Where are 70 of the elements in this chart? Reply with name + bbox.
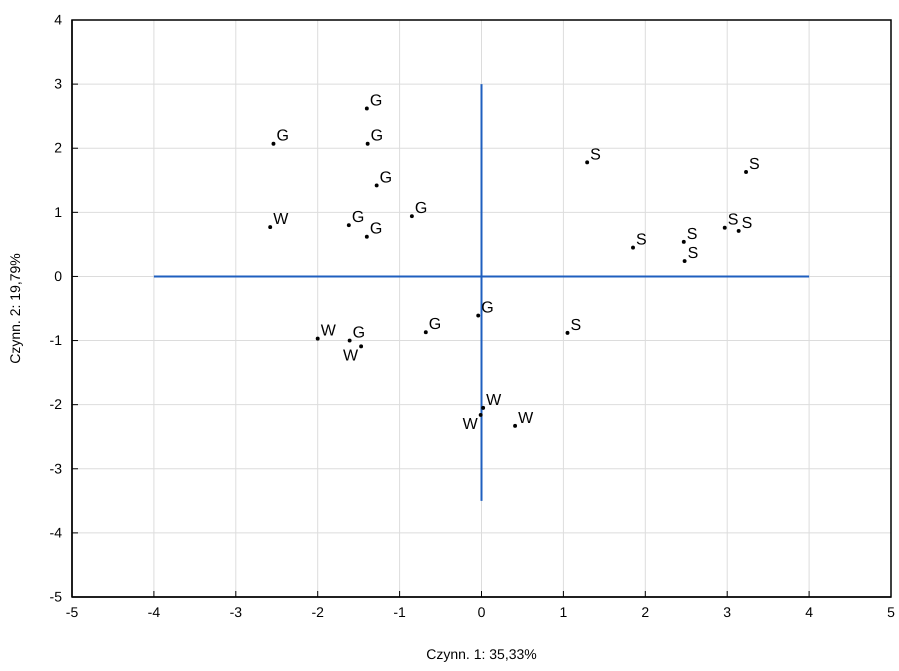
point	[316, 336, 320, 341]
text: G	[414, 200, 428, 218]
x-axis-title: Czynn. 1: 35,33%	[426, 646, 537, 662]
point	[366, 142, 370, 146]
point	[364, 234, 369, 239]
text: G	[428, 316, 442, 334]
x-tick-label: 2	[641, 604, 650, 620]
point	[476, 314, 480, 318]
text: S	[688, 245, 698, 262]
point	[374, 183, 379, 188]
series-label: G	[352, 324, 366, 342]
text: W	[343, 347, 358, 364]
text: W	[518, 410, 534, 427]
point	[424, 330, 428, 334]
point	[364, 106, 369, 110]
x-tick-label: 3	[723, 604, 732, 620]
point	[513, 424, 518, 428]
x-tick-label: 5	[887, 604, 896, 620]
point	[682, 240, 686, 244]
text: G	[370, 128, 384, 145]
point	[481, 406, 486, 410]
x-tick-label: 0	[478, 604, 486, 620]
text: W	[273, 211, 288, 228]
x-tick-label: -5	[66, 604, 78, 620]
y-tick-label: -2	[50, 396, 62, 412]
text: W	[320, 322, 336, 340]
text: G	[276, 128, 289, 145]
text: S	[686, 226, 698, 243]
series-label: S	[728, 212, 738, 229]
point	[682, 259, 687, 264]
point	[346, 223, 351, 228]
text: G	[380, 169, 392, 186]
point	[359, 344, 364, 348]
point	[744, 170, 748, 174]
y-tick-label: -5	[50, 588, 62, 604]
x-tick-label: 1	[560, 604, 568, 620]
point	[736, 228, 741, 233]
y-tick-label: 1	[54, 204, 62, 220]
y-tick-label: -4	[50, 524, 62, 540]
y-tick-label: -3	[50, 460, 62, 476]
point	[478, 412, 483, 417]
text: W	[486, 392, 502, 409]
series-label: W	[462, 416, 479, 433]
y-tick-label: 3	[54, 76, 62, 92]
point	[268, 225, 272, 230]
text: G	[370, 220, 382, 238]
y-tick-label: -1	[50, 332, 62, 348]
point	[631, 246, 635, 250]
text: S	[636, 232, 647, 249]
text: G	[352, 209, 364, 226]
text: S	[742, 214, 752, 232]
point	[722, 226, 727, 230]
point	[566, 330, 570, 335]
point	[272, 142, 276, 146]
y-tick-label: 4	[54, 11, 62, 28]
x-tick-label: -2	[311, 604, 324, 620]
point	[585, 160, 590, 164]
y-axis-title: Czynn. 2: 19,79%	[7, 253, 23, 364]
y-tick-label: 2	[54, 140, 62, 156]
x-tick-label: -4	[148, 604, 160, 620]
text: S	[570, 316, 582, 334]
point	[348, 338, 352, 343]
point	[410, 214, 414, 218]
text: S	[749, 156, 760, 173]
x-tick-label: -3	[230, 604, 242, 620]
x-tick-label: -1	[393, 604, 406, 620]
text: S	[590, 146, 601, 164]
y-tick-label: 0	[54, 268, 62, 284]
x-tick-label: 4	[805, 604, 814, 620]
text: G	[370, 92, 382, 110]
